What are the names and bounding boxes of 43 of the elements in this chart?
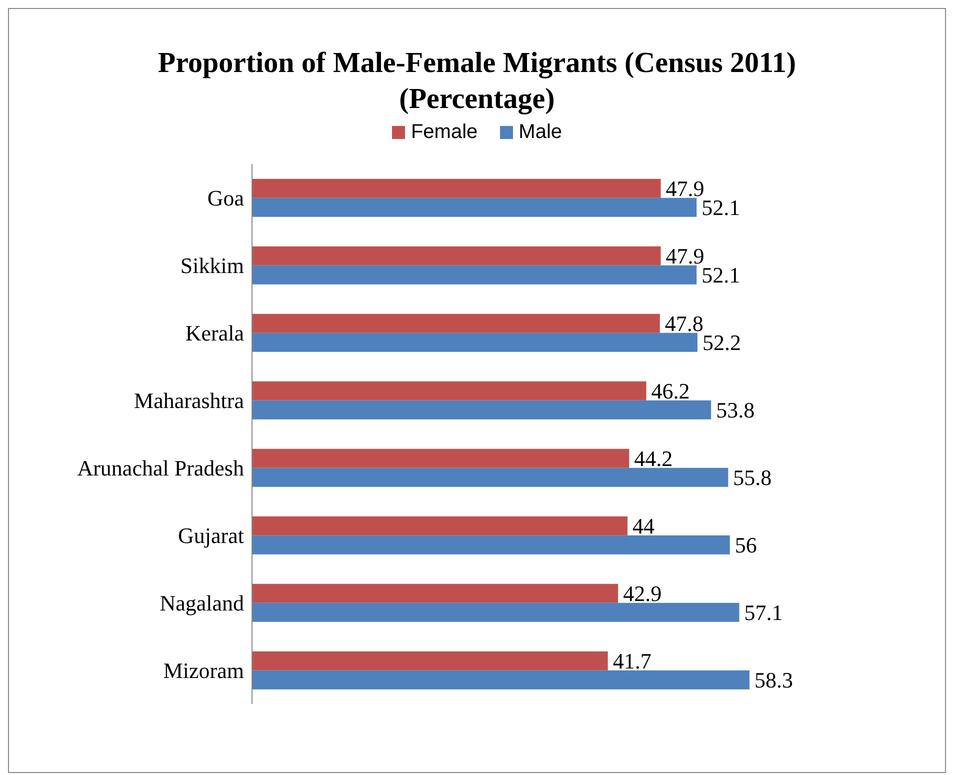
bar (252, 314, 660, 333)
data-label: 52.1 (702, 262, 740, 288)
bar (252, 651, 608, 670)
data-label: 53.8 (716, 398, 755, 423)
data-label: 41.7 (612, 648, 652, 674)
data-label: 52.1 (702, 195, 740, 220)
bar (252, 400, 712, 420)
legend-label: Female (410, 121, 478, 144)
data-label: 42.9 (623, 581, 662, 606)
y-tick-label: Arunachal Pradesh (77, 456, 244, 481)
data-label: 55.8 (733, 465, 772, 490)
legend-label: Male (518, 121, 562, 144)
bar (252, 516, 628, 536)
bar (252, 584, 618, 603)
y-tick-label: Maharashtra (134, 388, 244, 414)
y-tick-label: Sikkim (180, 253, 244, 278)
bar (252, 448, 630, 468)
bar (252, 246, 661, 266)
data-label: 58.3 (754, 668, 793, 693)
bar (252, 468, 728, 487)
data-label: 47.9 (666, 176, 704, 202)
bar (252, 381, 646, 400)
data-label: 46.2 (651, 378, 690, 404)
data-label: 44 (632, 514, 654, 539)
data-label: 52.2 (702, 330, 741, 356)
bar (252, 178, 661, 198)
bar (252, 670, 750, 690)
chart-title: Proportion of Male-Female Migrants (Census 2011) (Percentage) (156, 46, 798, 117)
y-tick-label: Goa (207, 186, 244, 211)
bar (252, 332, 698, 352)
data-label: 44.2 (634, 446, 673, 472)
data-label: 47.9 (666, 244, 704, 269)
y-tick-label: Nagaland (160, 590, 244, 616)
y-tick-label: Mizoram (163, 658, 244, 684)
bar (252, 535, 730, 554)
bar (252, 198, 697, 217)
y-tick-label: Gujarat (178, 523, 244, 548)
data-label: 57.1 (744, 600, 783, 626)
data-label: 47.8 (664, 311, 704, 336)
y-tick-label: Kerala (185, 320, 244, 346)
bar (252, 602, 740, 622)
data-label: 56 (734, 532, 757, 558)
bar (252, 265, 697, 284)
